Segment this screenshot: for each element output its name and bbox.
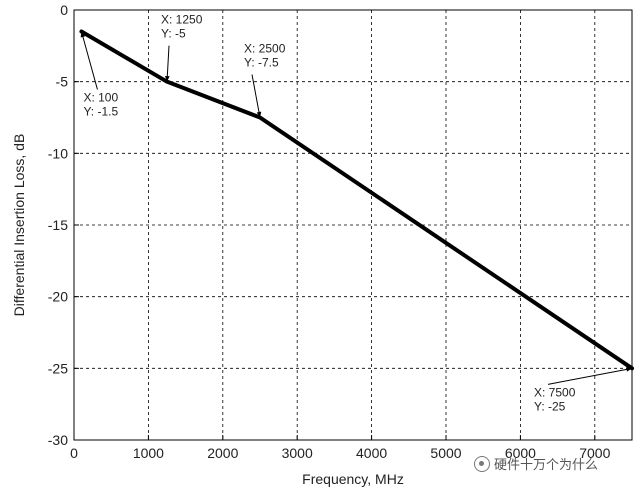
annotation-y-text: Y: -5 — [161, 27, 186, 41]
annotation-y-text: Y: -1.5 — [83, 105, 118, 119]
series-line — [79, 29, 634, 371]
grid-lines — [74, 10, 632, 440]
y-tick-label: -25 — [48, 360, 68, 376]
y-axis-ticks: 0 -5 -10 -15 -20 -25 -30 — [48, 2, 79, 448]
annotation-leader — [80, 31, 98, 90]
annotation-y-text: Y: -7.5 — [244, 56, 279, 70]
y-tick-label: -20 — [48, 289, 68, 305]
x-tick-label: 2000 — [207, 445, 238, 461]
x-axis-label: Frequency, MHz — [302, 471, 404, 487]
y-tick-label: -10 — [48, 145, 68, 161]
x-axis-ticks: 0 1000 2000 3000 4000 5000 6000 7000 — [70, 435, 611, 461]
watermark: 硬件十万个为什么 — [474, 454, 598, 473]
annotation-arrowhead — [626, 367, 632, 372]
annotation-y-text: Y: -25 — [534, 399, 566, 413]
annotation-x-text: X: 7500 — [534, 385, 576, 399]
y-tick-label: 0 — [60, 2, 68, 18]
watermark-text: 硬件十万个为什么 — [494, 458, 599, 473]
annotation-leader — [251, 74, 261, 118]
annotation-arrowhead — [256, 111, 262, 118]
data-series — [79, 29, 634, 371]
y-tick-label: -30 — [48, 432, 68, 448]
x-tick-label: 3000 — [282, 445, 313, 461]
x-tick-label: 6000 — [505, 445, 536, 461]
annotation-leader — [547, 367, 633, 385]
x-tick-label: 1000 — [133, 445, 164, 461]
annotation-arrowhead — [80, 31, 86, 38]
x-tick-label: 5000 — [430, 445, 461, 461]
annotation-arrowhead — [164, 76, 170, 82]
y-tick-label: -5 — [56, 74, 69, 90]
annotation-x-text: X: 2500 — [244, 42, 286, 56]
y-tick-label: -15 — [48, 217, 68, 233]
x-tick-label: 0 — [70, 445, 78, 461]
annotation-x-text: X: 1250 — [161, 13, 203, 27]
annotation-x-text: X: 100 — [83, 91, 118, 105]
y-axis-label: Differential Insertion Loss, dB — [11, 134, 27, 317]
annotation-leader — [166, 45, 170, 82]
wechat-channel-icon — [474, 455, 490, 472]
x-tick-label: 4000 — [356, 445, 387, 461]
x-tick-label: 7000 — [579, 445, 610, 461]
